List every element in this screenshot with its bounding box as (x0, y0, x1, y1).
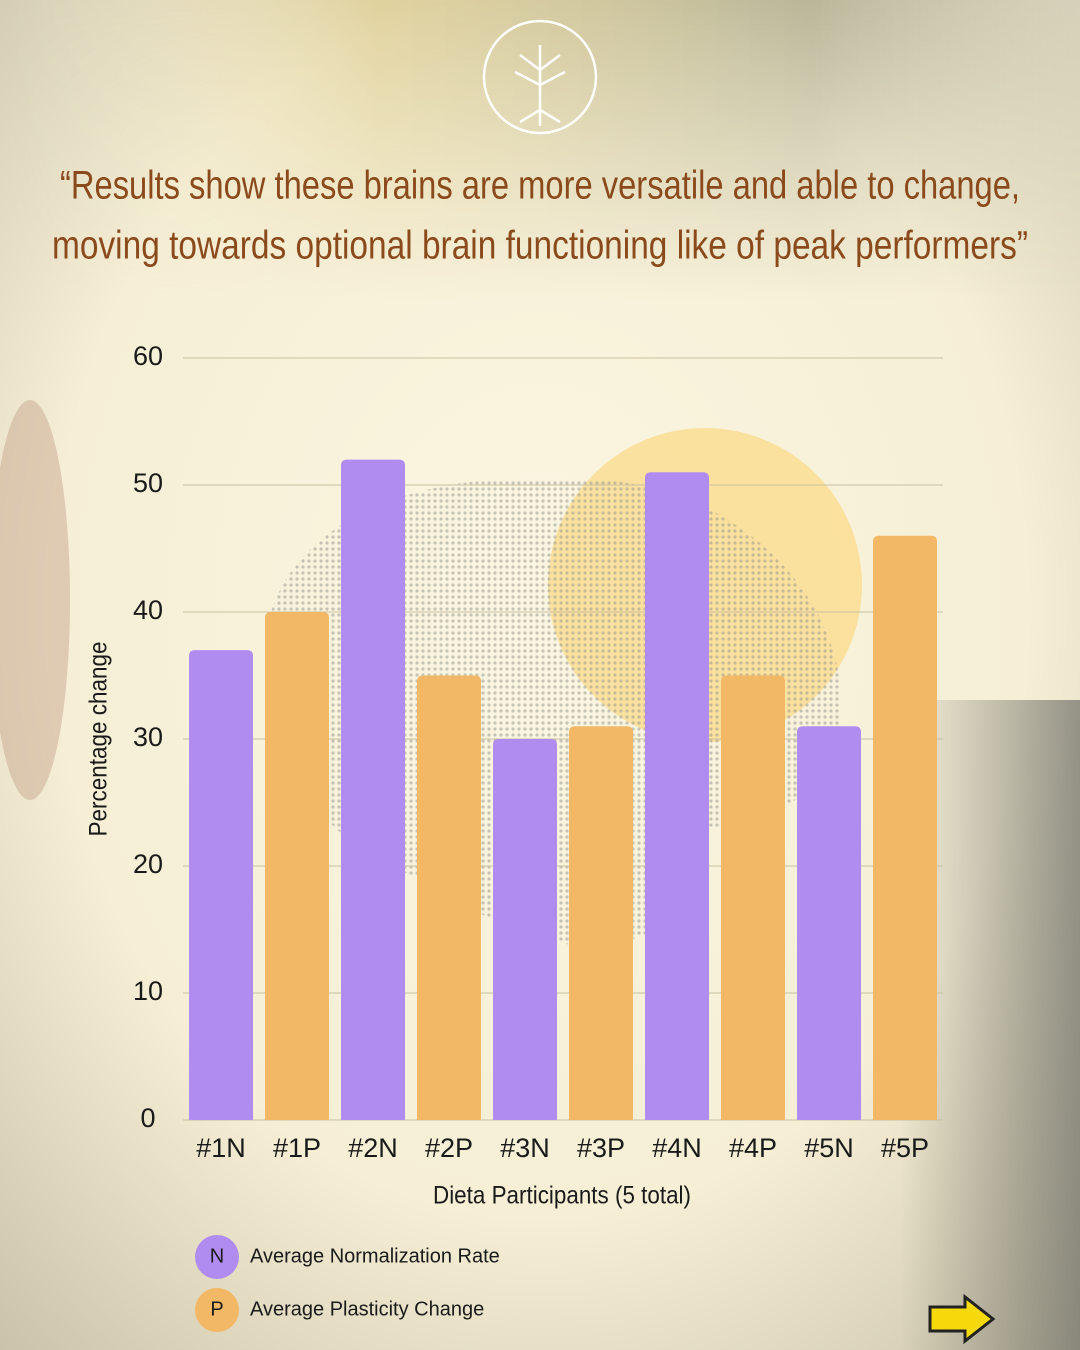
background-shade (0, 400, 70, 800)
x-tick-label: #5P (881, 1133, 929, 1163)
y-tick-label: 40 (133, 595, 163, 625)
bar (645, 472, 709, 1120)
y-tick-label: 60 (133, 341, 163, 371)
legend-label: Average Normalization Rate (250, 1245, 500, 1267)
bar (721, 675, 785, 1120)
x-tick-label: #2N (348, 1133, 398, 1163)
bar (341, 459, 405, 1121)
y-tick-label: 50 (133, 468, 163, 498)
bar (797, 726, 861, 1120)
x-tick-label: #3N (500, 1133, 550, 1163)
bar (493, 739, 557, 1120)
x-tick-label: #2P (425, 1133, 473, 1163)
legend-swatch (195, 1288, 239, 1332)
y-tick-label: 30 (133, 722, 163, 752)
legend-symbol: P (210, 1298, 223, 1320)
y-tick-label: 10 (133, 976, 163, 1006)
x-tick-label: #1P (273, 1133, 321, 1163)
y-axis-label: Percentage change (85, 642, 113, 837)
legend-label: Average Plasticity Change (250, 1298, 484, 1320)
bar (873, 535, 937, 1120)
x-tick-label: #3P (577, 1133, 625, 1163)
bar (189, 650, 253, 1120)
chart-title: moving towards optional brain functionin… (52, 224, 1028, 268)
bar (265, 612, 329, 1120)
y-tick-label: 0 (140, 1103, 155, 1133)
logo (482, 19, 598, 135)
next-arrow[interactable] (928, 1293, 996, 1345)
x-tick-label: #4P (729, 1133, 777, 1163)
x-tick-label: #4N (652, 1133, 702, 1163)
x-tick-label: #5N (804, 1133, 854, 1163)
y-tick-label: 20 (133, 849, 163, 879)
legend-swatch (195, 1235, 239, 1279)
bar (569, 726, 633, 1120)
chart-title: “Results show these brains are more vers… (60, 164, 1020, 208)
x-axis-label: Dieta Participants (5 total) (433, 1182, 691, 1210)
x-tick-label: #1N (196, 1133, 246, 1163)
bar (417, 675, 481, 1120)
legend-symbol: N (210, 1245, 224, 1267)
